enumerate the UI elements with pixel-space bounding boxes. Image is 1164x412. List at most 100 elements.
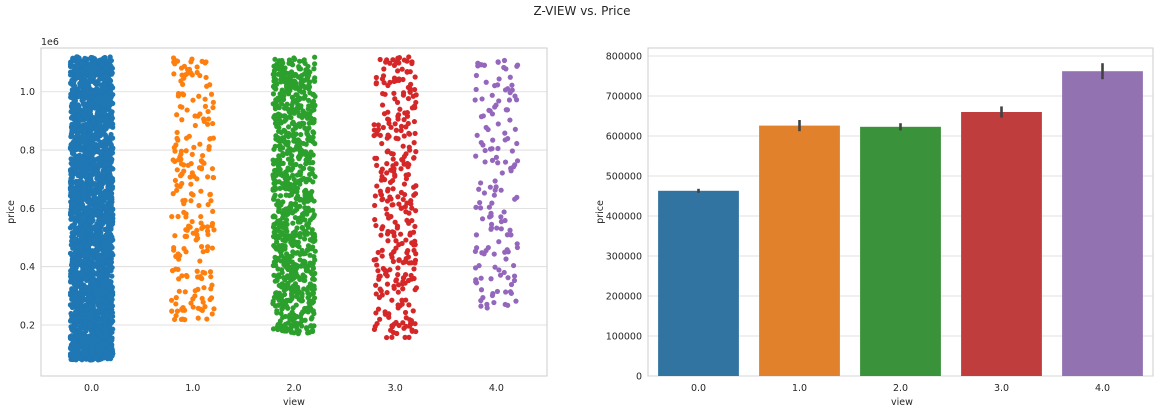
strip-point: [76, 56, 82, 63]
strip-point: [310, 231, 316, 238]
strip-point: [183, 148, 189, 154]
strip-point: [473, 72, 480, 79]
strip-point: [515, 62, 521, 68]
strip-point: [98, 150, 105, 156]
strip-point: [281, 287, 287, 294]
strip-point: [86, 178, 92, 184]
strip-point: [83, 264, 89, 270]
bar-y-tick-label: 300000: [606, 252, 642, 263]
strip-point: [171, 144, 177, 151]
strip-point: [403, 151, 409, 157]
strip-point: [302, 317, 308, 323]
strip-point: [182, 233, 188, 240]
strip-point: [494, 288, 501, 295]
strip-point: [279, 87, 285, 93]
strip-point: [298, 196, 304, 202]
strip-point: [299, 120, 305, 126]
strip-point: [311, 78, 318, 84]
strip-point: [91, 224, 97, 231]
strip-point: [473, 204, 479, 210]
strip-point: [395, 68, 401, 74]
strip-point: [76, 333, 82, 339]
strip-point: [310, 179, 316, 185]
strip-point: [271, 194, 277, 200]
strip-point: [393, 161, 399, 167]
strip-point: [87, 324, 93, 330]
strip-point: [84, 66, 90, 72]
strip-point: [296, 328, 302, 334]
strip-point: [501, 57, 508, 64]
strip-point: [494, 225, 500, 231]
strip-point: [179, 171, 185, 177]
strip-point: [71, 144, 78, 151]
strip-point: [279, 270, 285, 276]
strip-point: [514, 158, 521, 164]
strip-point: [99, 202, 105, 208]
strip-point: [387, 79, 393, 85]
strip-point: [69, 263, 75, 269]
bar-y-tick-label: 100000: [606, 332, 642, 343]
strip-point: [509, 148, 515, 154]
strip-point: [108, 142, 114, 148]
strip-point: [90, 277, 96, 284]
strip-point: [176, 288, 182, 294]
strip-point: [294, 291, 300, 297]
strip-point: [194, 64, 200, 70]
strip-point: [284, 274, 290, 281]
strip-point: [96, 176, 102, 182]
strip-point: [271, 272, 277, 278]
strip-point: [398, 123, 405, 129]
strip-point: [192, 288, 198, 294]
strip-point: [82, 306, 89, 312]
strip-point: [198, 165, 204, 171]
strip-point: [76, 232, 82, 238]
strip-point: [189, 218, 195, 225]
strip-point: [507, 74, 513, 80]
strip-point: [377, 316, 383, 322]
strip-point: [274, 310, 280, 316]
strip-series-2.0: [270, 54, 318, 337]
bars: [658, 71, 1143, 376]
strip-point: [73, 169, 79, 175]
strip-point: [295, 178, 302, 184]
strip-point: [110, 292, 116, 298]
strip-point: [283, 303, 290, 309]
strip-x-tick-label: 3.0: [388, 383, 403, 394]
strip-point: [209, 166, 216, 172]
strip-point: [207, 296, 213, 303]
strip-point: [409, 217, 415, 224]
strip-point: [296, 113, 302, 119]
strip-point: [405, 164, 411, 170]
strip-point: [284, 251, 290, 257]
strip-point: [491, 192, 497, 198]
bar-y-tick-label: 0: [636, 372, 642, 383]
strip-point: [304, 222, 310, 228]
bar-x-tick-labels: 0.0 1.0 2.0 3.0 4.0: [691, 383, 1110, 394]
strip-point: [77, 354, 83, 360]
strip-point: [477, 205, 484, 211]
strip-point: [200, 224, 206, 230]
strip-point: [203, 74, 209, 81]
strip-point: [210, 99, 216, 106]
strip-point: [302, 274, 308, 280]
strip-point: [82, 55, 88, 61]
strip-point: [184, 227, 190, 233]
strip-point: [78, 306, 84, 312]
strip-point: [285, 148, 291, 154]
strip-point: [179, 180, 185, 187]
strip-point: [307, 171, 313, 178]
strip-point: [67, 144, 74, 151]
strip-point: [390, 156, 396, 162]
strip-point: [289, 210, 296, 216]
strip-point: [78, 77, 85, 84]
strip-point: [176, 157, 182, 163]
strip-point: [68, 318, 74, 324]
strip-point: [288, 265, 294, 271]
strip-point: [478, 139, 484, 146]
strip-point: [185, 67, 191, 73]
strip-point: [289, 190, 295, 196]
strip-point: [204, 174, 211, 180]
strip-point: [501, 64, 507, 71]
strip-point: [91, 61, 98, 67]
strip-point: [272, 184, 278, 191]
